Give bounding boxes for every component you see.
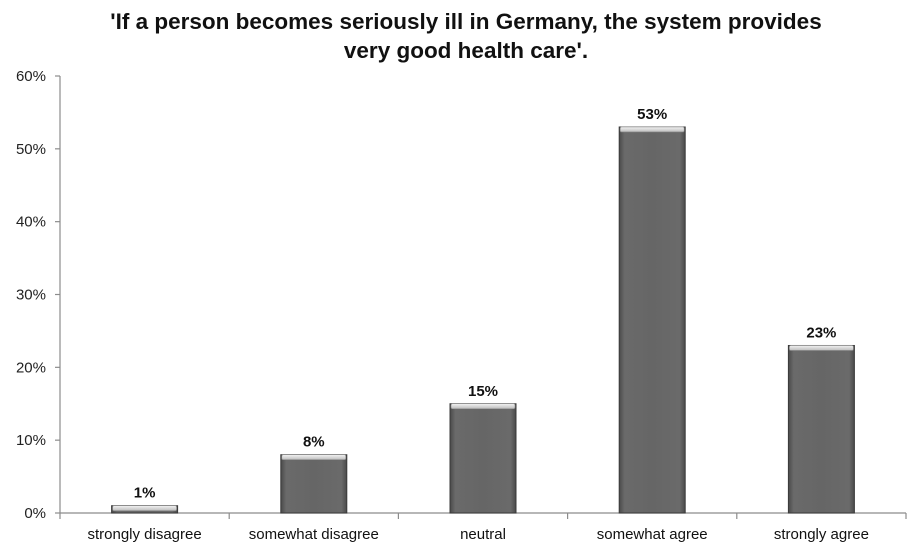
y-tick-label: 60%	[16, 68, 46, 85]
category-label: neutral	[460, 526, 506, 543]
y-tick-label: 0%	[24, 505, 46, 522]
y-tick-label: 30%	[16, 287, 46, 304]
data-label: 15%	[468, 383, 498, 400]
bar-cap	[112, 505, 177, 512]
bar-cap	[789, 345, 854, 351]
category-label: strongly agree	[774, 526, 869, 543]
category-label: somewhat agree	[597, 526, 708, 543]
y-tick-label: 40%	[16, 214, 46, 231]
category-label: somewhat disagree	[249, 526, 379, 543]
bar-3	[618, 126, 686, 514]
bar-0	[111, 505, 179, 514]
bar-cap	[281, 454, 347, 461]
y-tick-label: 10%	[16, 432, 46, 449]
bars	[111, 126, 855, 514]
x-axis	[59, 512, 907, 519]
bar-cap	[450, 403, 516, 410]
y-tick-label: 50%	[16, 141, 46, 158]
category-labels: strongly disagree somewhat disagree neutra…	[87, 526, 868, 543]
bar-cap	[619, 126, 685, 133]
bar-body	[280, 454, 348, 514]
bar-4	[787, 344, 855, 514]
data-label: 1%	[134, 485, 156, 502]
y-tick-label: 20%	[16, 359, 46, 376]
bar-1	[280, 454, 348, 514]
bar-body	[449, 403, 517, 514]
data-label: 8%	[303, 434, 325, 451]
data-label: 23%	[806, 324, 836, 341]
bar-2	[449, 403, 517, 514]
chart-title: 'If a person becomes seriously ill in Ge…	[110, 9, 821, 63]
chart-title-line-2: very good health care'.	[344, 38, 588, 63]
data-labels: 1% 8% 15% 53% 23%	[134, 106, 837, 502]
category-label: strongly disagree	[87, 526, 201, 543]
data-label: 53%	[637, 106, 667, 123]
y-axis: 0% 10% 20% 30% 40% 50% 60%	[16, 68, 61, 522]
bar-body	[787, 344, 855, 514]
bar-body	[618, 126, 686, 514]
chart-title-line-1: 'If a person becomes seriously ill in Ge…	[110, 9, 821, 34]
